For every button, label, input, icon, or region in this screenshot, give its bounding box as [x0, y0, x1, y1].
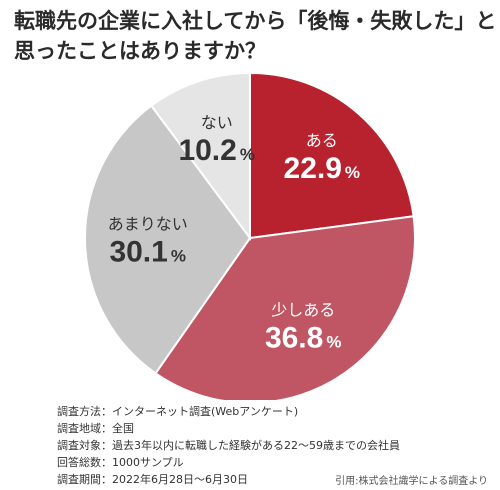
- survey-note-region: 調査地域：全国: [57, 420, 400, 437]
- survey-note-label: 回答総数：: [57, 456, 112, 469]
- survey-note-target: 調査対象：過去3年以内に転職した経験がある22〜59歳までの会社員: [57, 437, 400, 454]
- survey-note-label: 調査対象：: [57, 439, 112, 452]
- pie-labels: ある 22.9 % 少しある 36.8 % あまりない 30.1 % ない 10.2%: [108, 113, 360, 355]
- pie-slice-2: [154, 215, 417, 400]
- slice-value-label: 36.8%: [265, 321, 342, 354]
- pie-slices: [84, 71, 417, 400]
- survey-notes: 調査方法：インターネット調査(Webアンケート) 調査地域：全国 調査対象：過去…: [57, 403, 400, 488]
- survey-note-value: 全国: [112, 422, 134, 435]
- survey-note-label: 調査方法：: [57, 405, 112, 418]
- slice-label: ない: [201, 113, 233, 132]
- source-citation: 引用:株式会社識学による調査より: [335, 476, 488, 487]
- slice-label: ある: [306, 131, 338, 150]
- survey-note-value: 2022年6月28日〜6月30日: [112, 473, 248, 486]
- survey-note-value: インターネット調査(Webアンケート): [112, 405, 299, 418]
- slice-label: 少しある: [271, 300, 335, 319]
- pie-slice-1: [249, 71, 415, 240]
- pie-slice-4: [149, 71, 251, 242]
- chart-title: 転職先の企業に入社してから「後悔・失敗した」と 思ったことはありますか？: [14, 6, 497, 66]
- survey-note-label: 調査期間：: [57, 473, 112, 486]
- survey-note-period: 調査期間：2022年6月28日〜6月30日: [57, 471, 400, 488]
- chart-title-line-2: 思ったことはありますか？: [14, 39, 266, 63]
- survey-note-value: 1000サンプル: [112, 456, 184, 469]
- survey-note-label: 調査地域：: [57, 422, 112, 435]
- slice-value-label: 30.1%: [109, 236, 186, 269]
- survey-note-value: 過去3年以内に転職した経験がある22〜59歳までの会社員: [112, 439, 400, 452]
- survey-note-total: 回答総数：1000サンプル: [57, 454, 400, 471]
- slice-label: あまりない: [108, 215, 188, 234]
- slice-value-label: 10.2%: [178, 134, 255, 167]
- slice-value-label: 22.9%: [284, 152, 361, 185]
- pie-slice-3: [84, 104, 252, 375]
- survey-note-method: 調査方法：インターネット調査(Webアンケート): [57, 403, 400, 420]
- chart-title-line-1: 転職先の企業に入社してから「後悔・失敗した」と: [14, 9, 497, 33]
- pie-chart: ある 22.9 % 少しある 36.8 % あまりない 30.1 % ない 10.2%: [84, 71, 417, 400]
